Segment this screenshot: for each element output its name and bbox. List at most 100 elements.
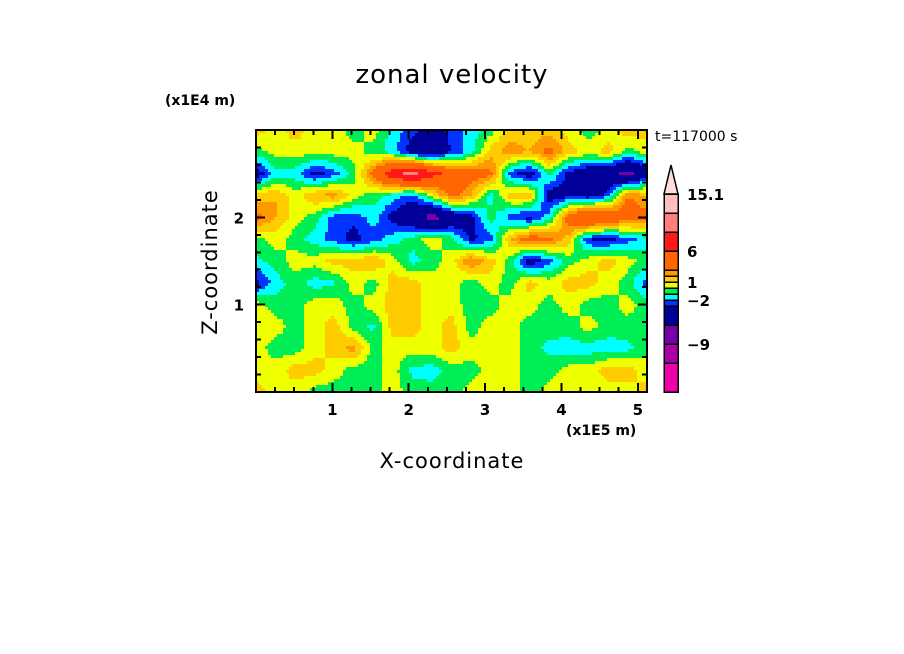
contour-cell bbox=[454, 205, 457, 208]
contour-cell bbox=[415, 241, 418, 244]
contour-cell bbox=[295, 196, 298, 199]
contour-cell bbox=[430, 145, 433, 148]
contour-cell bbox=[529, 217, 532, 220]
contour-cell bbox=[274, 190, 277, 193]
contour-cell bbox=[604, 139, 607, 142]
contour-cell bbox=[460, 223, 463, 226]
contour-cell bbox=[289, 133, 292, 136]
contour-cell bbox=[397, 235, 400, 238]
contour-cell bbox=[592, 181, 595, 184]
contour-cell bbox=[454, 157, 457, 160]
contour-cell bbox=[640, 163, 643, 166]
contour-cell bbox=[628, 241, 631, 244]
contour-cell bbox=[613, 220, 616, 223]
contour-cell bbox=[586, 130, 589, 133]
contour-cell bbox=[637, 148, 640, 151]
contour-cell bbox=[580, 208, 583, 211]
contour-cell bbox=[472, 220, 475, 223]
contour-cell bbox=[610, 145, 613, 148]
contour-cell bbox=[538, 220, 541, 223]
contour-cell bbox=[544, 172, 547, 175]
contour-cell bbox=[511, 130, 514, 133]
contour-cell bbox=[565, 205, 568, 208]
contour-cell bbox=[280, 139, 283, 142]
contour-cell bbox=[256, 244, 259, 247]
contour-cell bbox=[619, 142, 622, 145]
contour-cell bbox=[259, 235, 262, 238]
contour-cell bbox=[463, 142, 466, 145]
contour-cell bbox=[625, 214, 628, 217]
contour-cell bbox=[403, 166, 406, 169]
contour-cell bbox=[640, 217, 643, 220]
contour-cell bbox=[367, 229, 370, 232]
contour-cell bbox=[499, 199, 502, 202]
contour-cell bbox=[457, 163, 460, 166]
contour-cell bbox=[370, 241, 373, 244]
contour-cell bbox=[433, 205, 436, 208]
contour-cell bbox=[310, 199, 313, 202]
contour-cell bbox=[316, 232, 319, 235]
contour-cell bbox=[256, 211, 259, 214]
contour-cell bbox=[280, 226, 283, 229]
contour-cell bbox=[259, 193, 262, 196]
contour-cell bbox=[613, 211, 616, 214]
contour-cell bbox=[547, 241, 550, 244]
contour-cell bbox=[271, 148, 274, 151]
contour-cell bbox=[598, 241, 601, 244]
contour-cell bbox=[280, 178, 283, 181]
contour-cell bbox=[592, 229, 595, 232]
contour-cell bbox=[589, 217, 592, 220]
contour-cell bbox=[631, 208, 634, 211]
contour-cell bbox=[463, 193, 466, 196]
contour-cell bbox=[589, 142, 592, 145]
contour-cell bbox=[361, 151, 364, 154]
contour-cell bbox=[565, 241, 568, 244]
contour-cell bbox=[343, 193, 346, 196]
contour-cell bbox=[598, 211, 601, 214]
contour-cell bbox=[442, 220, 445, 223]
contour-cell bbox=[397, 154, 400, 157]
contour-cell bbox=[556, 187, 559, 190]
contour-cell bbox=[433, 184, 436, 187]
contour-cell bbox=[484, 169, 487, 172]
contour-cell bbox=[478, 238, 481, 241]
contour-cell bbox=[499, 160, 502, 163]
contour-cell bbox=[463, 202, 466, 205]
contour-cell bbox=[280, 238, 283, 241]
contour-cell bbox=[289, 145, 292, 148]
contour-cell bbox=[277, 190, 280, 193]
contour-cell bbox=[604, 241, 607, 244]
contour-cell bbox=[616, 238, 619, 241]
contour-cell bbox=[328, 181, 331, 184]
contour-cell bbox=[376, 175, 379, 178]
contour-cell bbox=[469, 202, 472, 205]
contour-cell bbox=[439, 145, 442, 148]
contour-cell bbox=[511, 154, 514, 157]
contour-cell bbox=[280, 202, 283, 205]
contour-cell bbox=[277, 163, 280, 166]
contour-cell bbox=[502, 163, 505, 166]
contour-cell bbox=[496, 142, 499, 145]
contour-cell bbox=[637, 169, 640, 172]
contour-cell bbox=[325, 151, 328, 154]
contour-cell bbox=[484, 226, 487, 229]
contour-cell bbox=[499, 142, 502, 145]
contour-cell bbox=[505, 184, 508, 187]
contour-cell bbox=[331, 199, 334, 202]
contour-cell bbox=[643, 217, 646, 220]
contour-cell bbox=[622, 241, 625, 244]
contour-cell bbox=[448, 211, 451, 214]
contour-cell bbox=[259, 151, 262, 154]
contour-cell bbox=[628, 217, 631, 220]
contour-cell bbox=[334, 193, 337, 196]
contour-cell bbox=[493, 145, 496, 148]
contour-cell bbox=[490, 157, 493, 160]
contour-cell bbox=[334, 190, 337, 193]
contour-cell bbox=[442, 178, 445, 181]
contour-cell bbox=[322, 148, 325, 151]
contour-cell bbox=[424, 148, 427, 151]
contour-cell bbox=[307, 175, 310, 178]
contour-cell bbox=[457, 208, 460, 211]
contour-cell bbox=[469, 211, 472, 214]
contour-cell bbox=[388, 157, 391, 160]
